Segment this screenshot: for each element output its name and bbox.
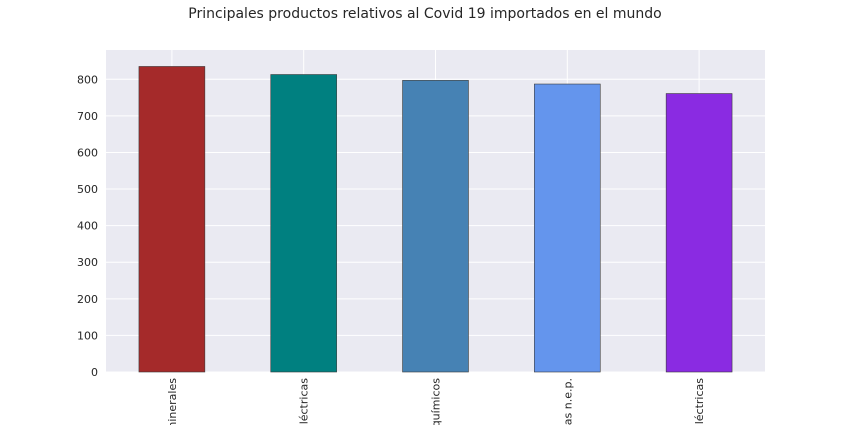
bar xyxy=(402,80,469,373)
chart-title: Principales productos relativos al Covid… xyxy=(188,6,662,22)
bar xyxy=(665,93,733,373)
x-axis: ninerales léctricas químicos as n.e.p. léctr… xyxy=(166,378,706,425)
x-tick-label: ninerales xyxy=(166,378,179,425)
x-tick-label: químicos xyxy=(430,378,443,425)
x-tick-label: léctricas xyxy=(693,378,706,425)
y-tick-label: 0 xyxy=(91,366,98,379)
y-axis: 0 100 200 300 400 500 600 700 800 xyxy=(77,73,98,379)
y-tick-label: 800 xyxy=(77,73,98,86)
y-tick-label: 200 xyxy=(77,293,98,306)
y-tick-label: 300 xyxy=(77,256,98,269)
bar xyxy=(138,66,206,373)
x-tick-label: as n.e.p. xyxy=(561,378,574,425)
y-tick-label: 500 xyxy=(77,183,98,196)
y-tick-label: 400 xyxy=(77,220,98,233)
bars xyxy=(138,66,733,373)
bar xyxy=(270,74,337,373)
y-tick-label: 700 xyxy=(77,110,98,123)
y-tick-label: 600 xyxy=(77,146,98,159)
x-tick-label: léctricas xyxy=(298,378,311,425)
y-tick-label: 100 xyxy=(77,329,98,342)
bar xyxy=(534,83,601,373)
